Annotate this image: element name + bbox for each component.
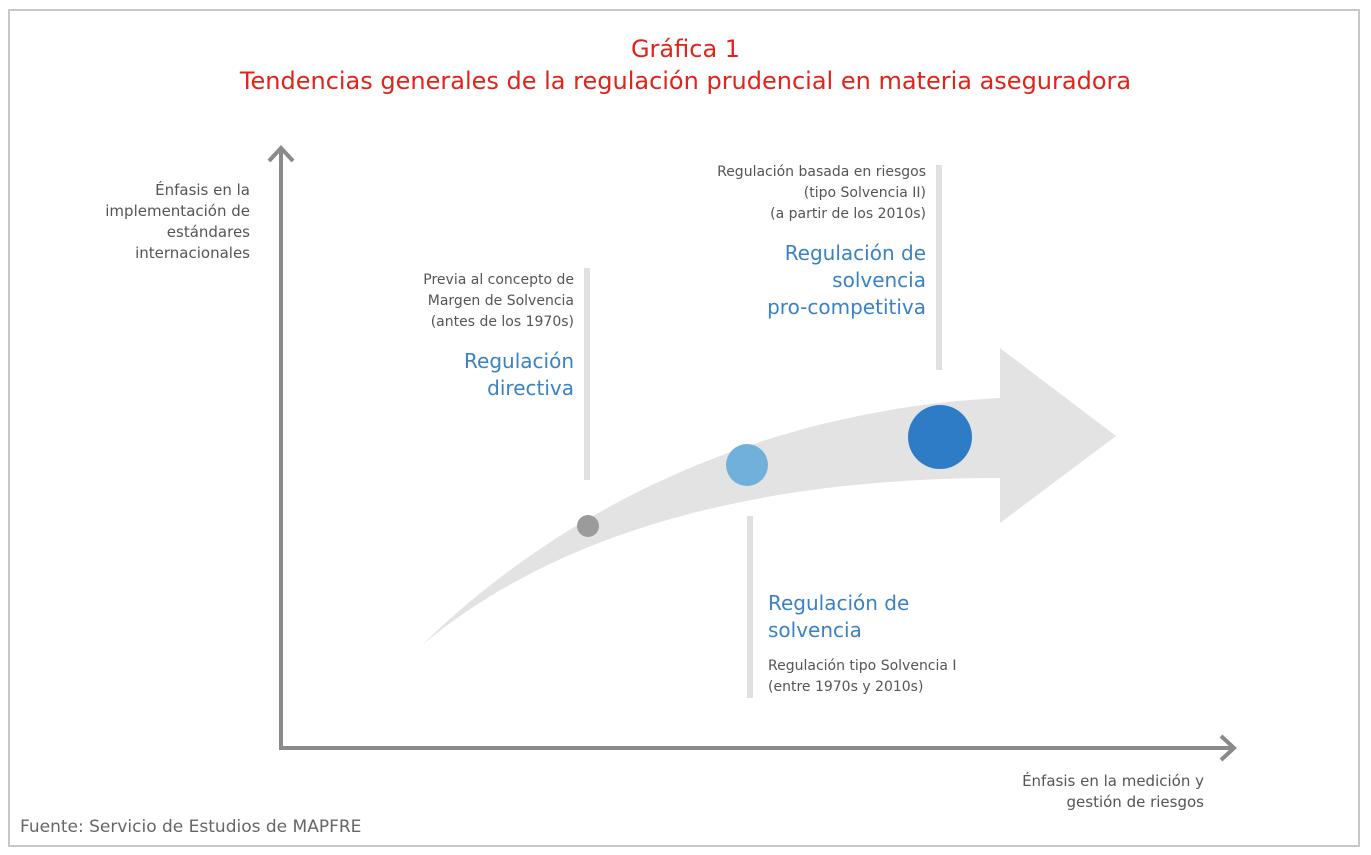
stage-1-name: Regulación directiva [464,349,574,400]
stage-2-note: Regulación tipo Solvencia I (entre 1970s… [768,658,957,695]
y-axis [267,145,295,748]
stage-2-name: Regulación de solvencia [768,591,910,642]
marker-stage-1 [577,515,599,537]
figure-number: Gráfica 1 [630,35,741,63]
y-axis-label: Énfasis en la implementación de estándar… [105,181,250,262]
marker-stage-2 [726,444,768,486]
divider-stage-2 [747,516,753,698]
divider-stage-1 [584,268,590,480]
stage-3-note: Regulación basada en riesgos (tipo Solve… [717,164,926,222]
figure-title: Tendencias generales de la regulación pr… [239,67,1132,95]
divider-stage-3 [936,165,942,370]
x-axis [279,734,1237,762]
source-note: Fuente: Servicio de Estudios de MAPFRE [20,817,362,837]
x-axis-label: Énfasis en la medición y gestión de ries… [1022,772,1204,811]
marker-stage-3 [908,405,972,469]
stage-3-name: Regulación de solvencia pro-competitiva [767,241,926,319]
stage-1-note: Previa al concepto de Margen de Solvenci… [423,272,574,330]
figure-frame [8,9,1360,847]
